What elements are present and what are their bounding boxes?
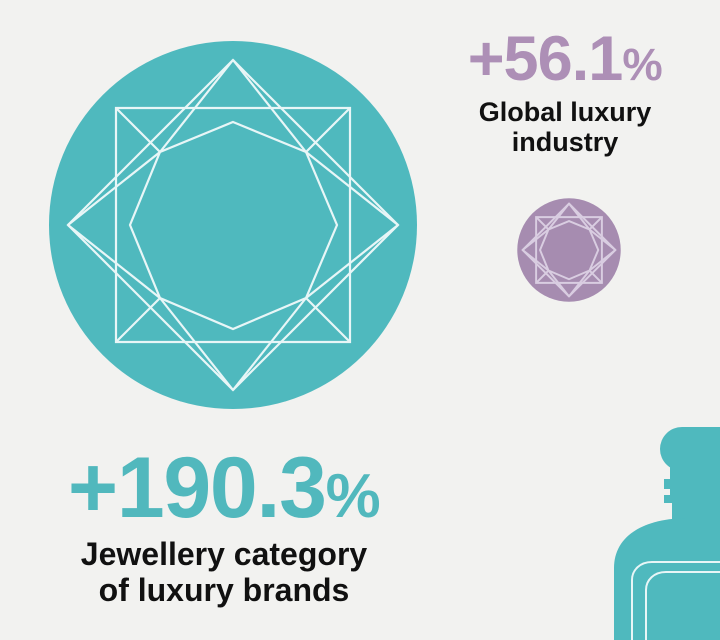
perfume-bottle-collar-bottom [664, 495, 720, 503]
stat-percent-symbol-jewellery: % [325, 462, 381, 531]
stat-value-jewellery: +190.3% [8, 445, 440, 531]
stat-caption-line-1-global-luxury: Global luxury [478, 97, 652, 127]
teal-diamond-girdle [49, 41, 417, 409]
perfume-bottle-collar-mid [664, 479, 720, 489]
stat-value-number-jewellery: +190.3 [67, 440, 327, 536]
perfume-bottle-collar-top [670, 467, 720, 479]
stat-caption-line-1-jewellery: Jewellery category [80, 536, 368, 572]
stat-caption-line-2-global-luxury: industry [511, 127, 619, 158]
purple-diamond-facets [521, 202, 617, 298]
perfume-bottle-neck [672, 503, 720, 519]
stat-percent-symbol-global-luxury: % [622, 39, 663, 90]
teal-diamond-svg [49, 41, 417, 409]
purple-diamond-graphic [517, 198, 621, 302]
perfume-bottle-body [614, 518, 720, 640]
stat-value-number-global-luxury: +56.1 [467, 24, 624, 94]
stat-global-luxury-industry: +56.1% Global luxury industry [430, 28, 700, 158]
perfume-bottle-inner-outline-1 [631, 561, 720, 640]
stat-value-global-luxury: +56.1% [430, 28, 700, 91]
teal-diamond-graphic [48, 40, 418, 410]
stat-caption-global-luxury: Global luxury industry [430, 97, 700, 157]
stat-jewellery-category: +190.3% Jewellery category of luxury bra… [8, 445, 440, 609]
stat-caption-line-2-jewellery: of luxury brands [98, 571, 350, 608]
purple-diamond-girdle [517, 198, 621, 302]
perfume-bottle-collar-gap [670, 489, 720, 495]
perfume-bottle-svg [614, 427, 720, 640]
perfume-bottle-cap [660, 427, 720, 471]
teal-diamond-facets [66, 58, 400, 392]
stat-caption-jewellery: Jewellery category of luxury brands [8, 536, 440, 609]
perfume-bottle-graphic [600, 418, 720, 640]
purple-diamond-svg [517, 198, 621, 302]
perfume-bottle-inner-outline-2 [645, 571, 720, 640]
